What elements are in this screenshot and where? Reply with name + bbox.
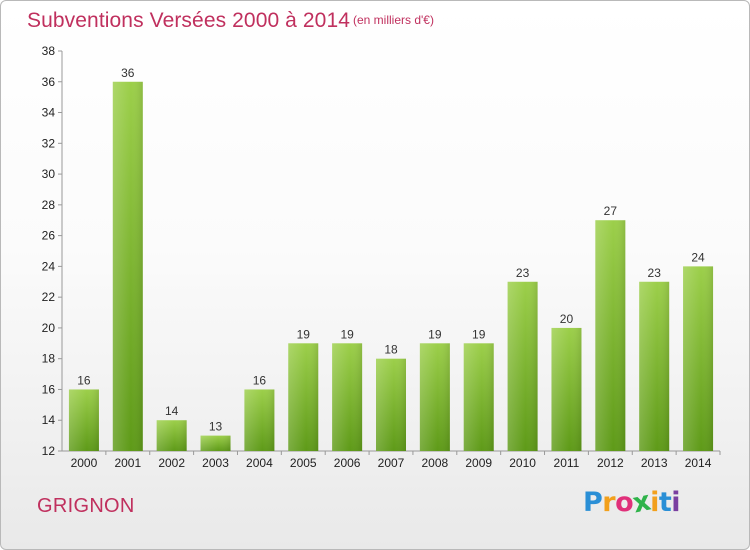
bar-shade (376, 358, 406, 451)
bar-shade (244, 389, 275, 451)
x-tick-label-2014: 2014 (685, 456, 712, 470)
value-label-2013: 23 (648, 266, 662, 280)
y-tick-label: 20 (42, 321, 56, 335)
bar-shade (332, 343, 363, 451)
bar-shade (419, 343, 450, 451)
value-label-2008: 19 (428, 327, 442, 341)
value-label-2006: 19 (340, 327, 354, 341)
y-tick-label: 26 (42, 229, 56, 243)
bar-shade (68, 389, 99, 451)
value-label-2012: 27 (604, 204, 618, 218)
y-tick-label: 28 (42, 198, 56, 212)
proxiti-logo: Proxiti (583, 486, 681, 520)
bar-shade (507, 281, 538, 451)
value-label-2001: 36 (121, 66, 135, 80)
x-tick-label-2004: 2004 (246, 456, 273, 470)
y-tick-label: 38 (42, 44, 56, 58)
chart-title: Subventions Versées 2000 à 2014 (27, 9, 351, 32)
value-label-2007: 18 (384, 343, 398, 357)
y-tick-label: 14 (42, 413, 56, 427)
bar-shade (156, 420, 187, 451)
logo-letter: i (650, 487, 659, 518)
bar-shade (112, 81, 143, 452)
x-tick-label-2011: 2011 (554, 456, 580, 470)
logo-letter: o (615, 487, 634, 518)
value-label-2000: 16 (77, 373, 91, 387)
labels: 12 14 16 18 20 22 24 26 28 30 32 34 36 38 16 2000 36 2001… (42, 44, 712, 470)
value-label-2003: 13 (209, 420, 223, 434)
value-label-2002: 14 (165, 404, 179, 418)
x-tick-label-2013: 2013 (641, 456, 668, 470)
x-tick-label-2009: 2009 (465, 456, 492, 470)
value-label-2010: 23 (516, 266, 530, 280)
x-tick-label-2000: 2000 (71, 456, 98, 470)
y-tick-label: 34 (42, 106, 56, 120)
value-label-2004: 16 (253, 373, 267, 387)
bar-shade (200, 435, 231, 451)
chart-subtitle: (en milliers d'€) (353, 13, 434, 27)
x-tick-label-2007: 2007 (378, 456, 405, 470)
y-tick-label: 30 (42, 167, 56, 181)
x-tick-label-2012: 2012 (597, 456, 624, 470)
y-tick-label: 12 (42, 444, 56, 458)
value-label-2005: 19 (297, 327, 311, 341)
x-tick-label-2006: 2006 (334, 456, 361, 470)
logo-letter: t (658, 487, 672, 518)
bar-shade (639, 281, 670, 451)
y-tick-label: 24 (42, 259, 56, 273)
x-tick-label-2001: 2001 (114, 456, 141, 470)
y-tick-label: 18 (42, 352, 56, 366)
bar-shade (551, 327, 582, 451)
value-label-2011: 20 (560, 312, 574, 326)
y-tick-label: 36 (42, 75, 56, 89)
y-tick-label: 16 (42, 382, 56, 396)
x-tick-label-2005: 2005 (290, 456, 317, 470)
bar-shade (288, 343, 319, 451)
logo-letter: r (602, 487, 616, 518)
bar-shade (463, 343, 494, 451)
bar-shade (683, 266, 714, 451)
logo-letter: P (583, 487, 603, 518)
y-tick-label: 32 (42, 136, 56, 150)
value-label-2014: 24 (691, 250, 705, 264)
logo-letter: i (671, 487, 681, 518)
x-tick-label-2002: 2002 (158, 456, 185, 470)
bars (68, 81, 714, 452)
town-name: GRIGNON (37, 495, 135, 517)
value-label-2009: 19 (472, 327, 486, 341)
x-tick-label-2010: 2010 (509, 456, 536, 470)
y-tick-label: 22 (42, 290, 56, 304)
x-tick-label-2003: 2003 (202, 456, 229, 470)
x-tick-label-2008: 2008 (422, 456, 449, 470)
bar-shade (595, 220, 626, 451)
